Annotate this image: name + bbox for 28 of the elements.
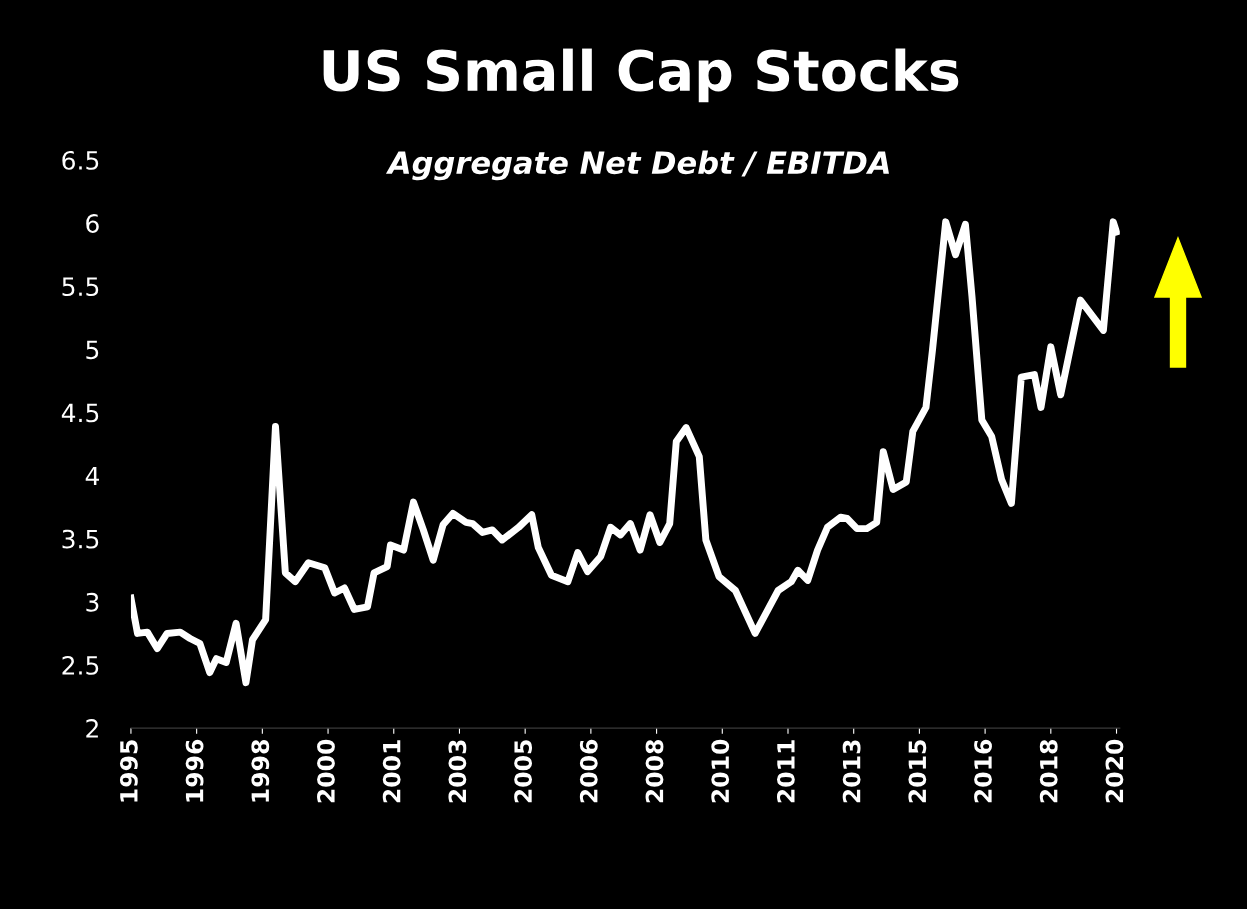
x-tick-label: 2008 [645,739,664,803]
x-tick-label: 1998 [251,739,270,802]
x-tick-label: 2003 [448,740,467,803]
y-tick-label: 6.5 [62,150,99,170]
y-tick-label: 2.5 [62,655,99,675]
x-tick-label: 2020 [1105,739,1124,803]
x-tick-label: 2015 [908,740,927,803]
x-tick-label: 2011 [776,740,795,803]
x-tick-label: 2018 [1039,739,1058,803]
x-tick-label: 2005 [514,740,533,803]
chart-title: US Small Cap Stocks [323,48,959,103]
y-tick-label: 4 [85,466,99,486]
y-tick-label: 3.5 [62,529,99,549]
x-tick-label: 2001 [382,740,401,803]
x-tick-label: 2006 [579,739,598,803]
x-tick-label: 2010 [711,739,730,803]
y-tick-label: 3 [86,592,99,612]
y-tick-label: 5.5 [62,277,99,297]
chart-subtitle: Aggregate Net Debt / EBITDA [385,150,889,181]
y-tick-label: 5 [86,340,99,360]
x-tick-label: 2000 [317,739,335,803]
x-tick-label: 1996 [185,739,204,802]
y-tick-label: 4.5 [61,403,99,423]
x-tick-label: 2013 [842,740,861,803]
y-tick-label: 6 [86,214,99,233]
x-tick-label: 2016 [974,739,992,803]
y-tick-label: 2 [86,719,98,738]
x-tick-label: 1995 [119,740,138,802]
